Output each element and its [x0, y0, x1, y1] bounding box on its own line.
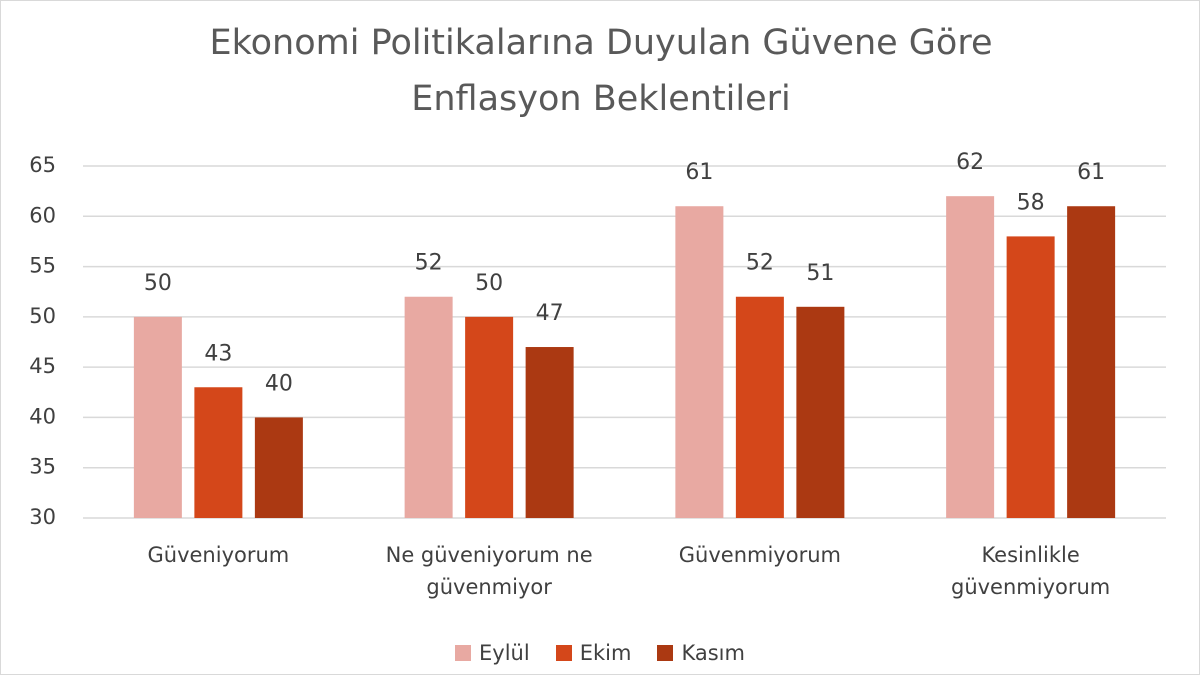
legend-label: Ekim	[579, 641, 632, 665]
bar	[796, 306, 845, 518]
y-tick-label: 45	[29, 354, 56, 378]
value-label: 61	[1077, 160, 1105, 185]
value-label: 43	[204, 341, 232, 366]
bar	[735, 296, 784, 518]
bar	[194, 387, 243, 518]
value-label: 50	[144, 271, 172, 296]
y-tick-label: 30	[29, 505, 56, 529]
value-label: 58	[1017, 190, 1045, 215]
bar	[1067, 206, 1116, 518]
value-label: 52	[415, 251, 443, 276]
y-tick-label: 65	[29, 153, 56, 177]
legend-label: Eylül	[479, 641, 530, 665]
value-label: 52	[746, 251, 774, 276]
bar	[946, 196, 995, 518]
x-tick-label: Kesinlikle güvenmiyorum	[950, 543, 1111, 599]
bar	[1006, 236, 1055, 518]
value-label: 47	[536, 301, 564, 326]
legend: Eylül Ekim Kasım	[1, 641, 1199, 665]
y-tick-label: 50	[29, 304, 56, 328]
bar	[525, 347, 574, 518]
legend-swatch	[455, 645, 472, 661]
legend-swatch	[657, 645, 674, 661]
value-label: 50	[475, 271, 503, 296]
bar	[133, 316, 182, 518]
chart-title: Ekonomi Politikalarına Duyulan Güvene Gö…	[209, 23, 993, 119]
legend-item: Eylül	[455, 641, 530, 665]
y-tick-label: 60	[29, 203, 56, 227]
legend-item: Kasım	[657, 641, 745, 665]
bar	[404, 296, 453, 518]
y-tick-label: 35	[29, 455, 56, 479]
value-label: 62	[956, 150, 984, 175]
x-tick-label: Ne güveniyorum ne güvenmiyor	[385, 543, 593, 599]
bar	[254, 417, 303, 518]
x-tick-label: Güveniyorum	[147, 543, 290, 567]
legend-label: Kasım	[681, 641, 745, 665]
bar	[465, 316, 514, 518]
bar	[675, 206, 724, 518]
y-tick-label: 55	[29, 254, 56, 278]
legend-item: Ekim	[555, 641, 632, 665]
value-label: 61	[685, 160, 713, 185]
x-tick-label: Güvenmiyorum	[678, 543, 841, 567]
value-label: 40	[265, 371, 293, 396]
value-label: 51	[806, 261, 834, 286]
y-tick-label: 40	[29, 404, 56, 428]
legend-swatch	[555, 645, 572, 661]
